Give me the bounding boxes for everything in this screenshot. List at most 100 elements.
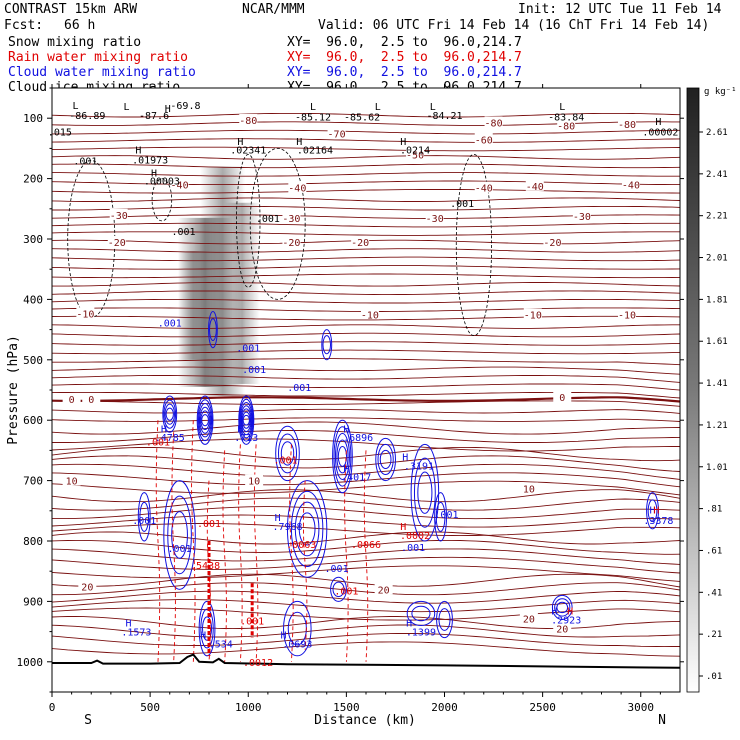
cloud-water-contour-2-0 <box>238 395 255 445</box>
cloud-water-label-26: .534 <box>209 640 233 651</box>
cloud-water-contour-5-1 <box>377 443 394 476</box>
colorbar: g kg⁻¹ 2.61 2.41 2.21 2.01 1.81 1.61 1.41 1.21 1… <box>686 87 737 693</box>
temp-label-bg <box>474 181 493 193</box>
temp-contour-16 <box>51 248 681 253</box>
temp-label-25: 0 <box>88 395 94 406</box>
temp-contour-20 <box>52 282 681 287</box>
snow-ice-label-8: L <box>375 102 381 113</box>
temp-label-33: 10 <box>248 477 260 488</box>
snow-ice-label-20: .02341 <box>230 146 266 157</box>
temp-label-bg <box>553 622 572 634</box>
cloud-water-contour-8-1 <box>167 495 192 575</box>
temp-label-bg <box>557 119 576 131</box>
snow-ice-label-29: .001 <box>171 227 195 238</box>
cloud-water-label-17: .001 <box>434 510 458 521</box>
cloud-water-label-0: .001 <box>158 318 182 329</box>
temp-label-22: -10 <box>524 311 542 322</box>
cloud-water-label-12: H <box>343 465 349 476</box>
colorbar-unit: g kg⁻¹ <box>704 87 737 97</box>
snow-ice-label-1: -86.89 <box>69 111 105 122</box>
temp-label-3: -80 <box>618 120 636 131</box>
temp-contour-56 <box>52 582 681 596</box>
cloud-water-contour-7-0 <box>286 480 328 578</box>
snow-ice-label-0: L <box>73 101 79 112</box>
cloud-water-label-21: H <box>650 506 656 517</box>
temp-contour-21 <box>51 290 681 296</box>
snow-ice-label-18: .01973 <box>132 155 168 166</box>
cloud-water-contour-0-1 <box>163 399 177 429</box>
cloud-water-label-29: H <box>406 619 412 630</box>
temp-contour-53 <box>51 556 681 574</box>
temp-label-8: -40 <box>288 184 306 195</box>
snow-ice-label-19: H <box>237 137 243 148</box>
cloud-water-contour-15-0 <box>436 600 453 639</box>
rain-contour-4 <box>222 450 227 662</box>
temp-label-15: -30 <box>573 212 591 223</box>
cloud-water-label-22: .3378 <box>643 516 673 527</box>
temp-label-bg <box>170 178 189 190</box>
temp-label-26: 0 <box>559 393 565 404</box>
cloud-water-label-19: .001 <box>401 543 425 554</box>
temp-label-bg <box>406 148 425 160</box>
cloud-water-contour-4-1 <box>333 426 352 487</box>
colorbar-tick-label-12: .21 <box>706 630 722 640</box>
snow-ice-label-28: .001 <box>450 199 474 210</box>
y-tick-label-4: 500 <box>23 354 43 367</box>
cloud-water-contour-7-1 <box>290 490 324 568</box>
temp-contour-61 <box>51 624 681 638</box>
cloud-water-contour-8-2 <box>171 511 188 559</box>
snow-ice-label-23: H <box>400 137 406 148</box>
temp-contour-19 <box>51 273 681 279</box>
y-tick-label-6: 700 <box>23 475 43 488</box>
colorbar-tick-label-1: 2.41 <box>706 170 728 180</box>
cloud-water-label-31: H <box>551 606 557 617</box>
cloud-water-label-8: H <box>343 425 349 436</box>
rain-contour-8 <box>302 480 308 650</box>
colorbar-tick-label-4: 1.81 <box>706 295 728 305</box>
terrain-line <box>51 653 681 669</box>
temp-contour-40 <box>51 446 681 462</box>
y-tick-label-8: 900 <box>23 595 43 608</box>
snow-ice-label-27: .00003 <box>144 176 180 187</box>
temp-contour-26 <box>51 332 681 338</box>
cloud-water-contour-2-1 <box>239 398 254 442</box>
cloud-water-contour-14-1 <box>554 598 571 617</box>
temp-label-bg <box>82 393 101 405</box>
temp-contour-55 <box>51 573 681 588</box>
rain-contour-10 <box>363 450 369 662</box>
cloud-water-contour-2-2 <box>239 401 253 439</box>
rain-contour-9 <box>344 450 349 662</box>
temp-label-bg <box>109 208 128 220</box>
temp-contour-52 <box>51 548 681 565</box>
snow-ice-label-13: -83.84 <box>548 112 584 123</box>
snow-plume-2 <box>224 202 260 384</box>
temp-label-32: 20 <box>556 625 568 636</box>
cloud-water-label-24: .1573 <box>121 628 151 639</box>
temp-contour-60 <box>51 616 681 630</box>
colorbar-gradient <box>686 87 700 693</box>
temp-contour-32 <box>51 383 681 391</box>
cloud-water-contour-1-1 <box>197 399 213 442</box>
temp-contour-29 <box>52 358 681 366</box>
temp-contour-38 <box>52 430 681 443</box>
field-name-cloud-water: Cloud water mixing ratio <box>8 65 196 80</box>
y-tick-label-2: 300 <box>23 233 43 246</box>
cloud-water-contour-0-3 <box>165 407 174 421</box>
temp-label-bg <box>360 308 379 320</box>
rain-label-1: .001 <box>273 455 297 466</box>
snow-ice-label-5: -69.8 <box>170 101 200 112</box>
snow-ice-label-15: .00002 <box>642 127 678 138</box>
cloud-water-contour-0-2 <box>164 403 175 425</box>
cloud-water-contour-2-6 <box>242 414 250 426</box>
temp-label-bg <box>282 211 301 223</box>
cloud-water-contour-1-5 <box>201 414 209 427</box>
init-time: Init: 12 UTC Tue 11 Feb 14 <box>518 2 722 17</box>
cloud-water-contour-4-3 <box>336 439 349 474</box>
colorbar-tick-label-7: 1.21 <box>706 421 728 431</box>
temp-label-bg <box>76 307 95 319</box>
temp-contour-11 <box>52 205 681 211</box>
cloud-water-contour-3-1 <box>277 433 298 474</box>
snow-ice-label-21: H <box>296 137 302 148</box>
snow-ice-label-11: -84.21 <box>426 111 462 122</box>
temp-contour-6 <box>51 163 681 169</box>
